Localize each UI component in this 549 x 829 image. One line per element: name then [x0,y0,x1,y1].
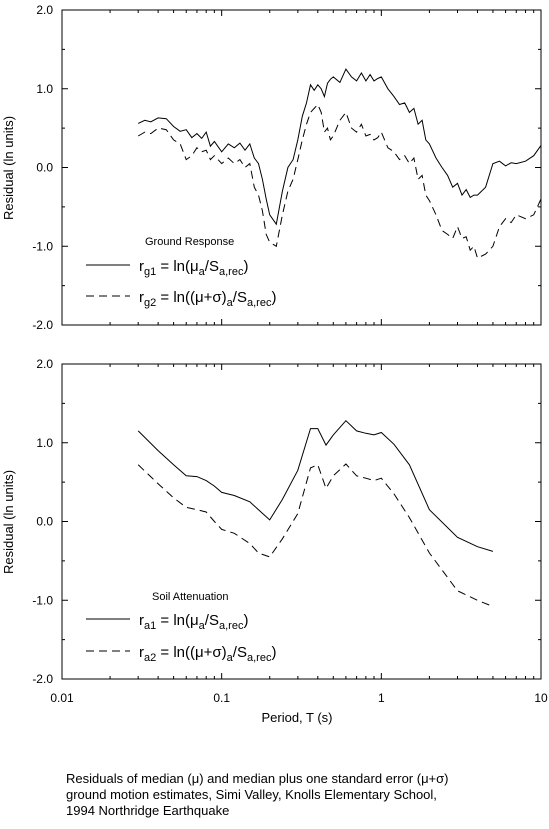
bottom-legend-title: Soil Attenuation [152,591,228,603]
top-panel: 2.0 1.0 0.0 -1.0 -2.0 Residual (ln units) Gr… [1,3,542,332]
bottom-x-tick-label: 10 [534,691,548,705]
x-axis-label: Period, T (s) [261,710,332,725]
top-y-tick-label: -2.0 [32,318,53,332]
bottom-y-tick-label: -2.0 [32,672,53,686]
bottom-x-tick-label: 1 [378,691,385,705]
top-y-tick-label: 2.0 [36,3,53,17]
bottom-x-tick-label: 0.1 [213,691,230,705]
top-y-tick-label: 0.0 [36,161,53,175]
bottom-y-tick-label: 2.0 [36,357,53,371]
bottom-x-ticks: 0.01 0.1 1 10 [50,364,548,705]
top-legend-title: Ground Response [145,236,234,248]
top-legend-label-solid: rg1 = ln(μa/Sa,rec) [139,258,248,278]
caption-line-3: 1994 Northridge Earthquake [66,803,230,818]
top-y-tick-label: -1.0 [32,239,53,253]
top-y-axis-label: Residual (ln units) [1,116,16,220]
caption-line-1: Residuals of median (μ) and median plus … [66,771,449,786]
top-legend-label-dashed: rg2 = ln((μ+σ)a/Sa,rec) [139,289,276,309]
bottom-y-tick-label: 0.0 [36,515,53,529]
bottom-y-tick-label: -1.0 [32,593,53,607]
figure-caption: Residuals of median (μ) and median plus … [66,771,536,819]
top-series-solid-line [137,68,542,226]
bottom-x-tick-label: 0.01 [50,691,74,705]
bottom-y-axis-label: Residual (ln units) [1,470,16,574]
top-x-ticks [61,10,535,325]
bottom-legend-label-solid: ra1 = ln(μa/Sa,rec) [139,612,248,632]
bottom-y-tick-label: 1.0 [36,436,53,450]
top-series-dashed-line [137,103,542,259]
bottom-series-solid-line [137,419,494,552]
top-y-tick-label: 1.0 [36,82,53,96]
bottom-panel: 2.0 1.0 0.0 -1.0 -2.0 0.01 0.1 1 10 Residual (l… [1,357,548,725]
bottom-series-lines [137,419,494,607]
bottom-series-dashed-line [137,463,494,607]
top-plot-frame [61,9,542,326]
top-series-lines [137,68,542,259]
top-y-ticks: 2.0 1.0 0.0 -1.0 -2.0 [32,3,541,332]
bottom-plot-frame [61,363,542,680]
bottom-legend-label-dashed: ra2 = ln((μ+σ)a/Sa,rec) [139,644,276,664]
caption-line-2: ground motion estimates, Simi Valley, Kn… [66,787,437,802]
bottom-y-ticks: 2.0 1.0 0.0 -1.0 -2.0 [32,357,541,686]
